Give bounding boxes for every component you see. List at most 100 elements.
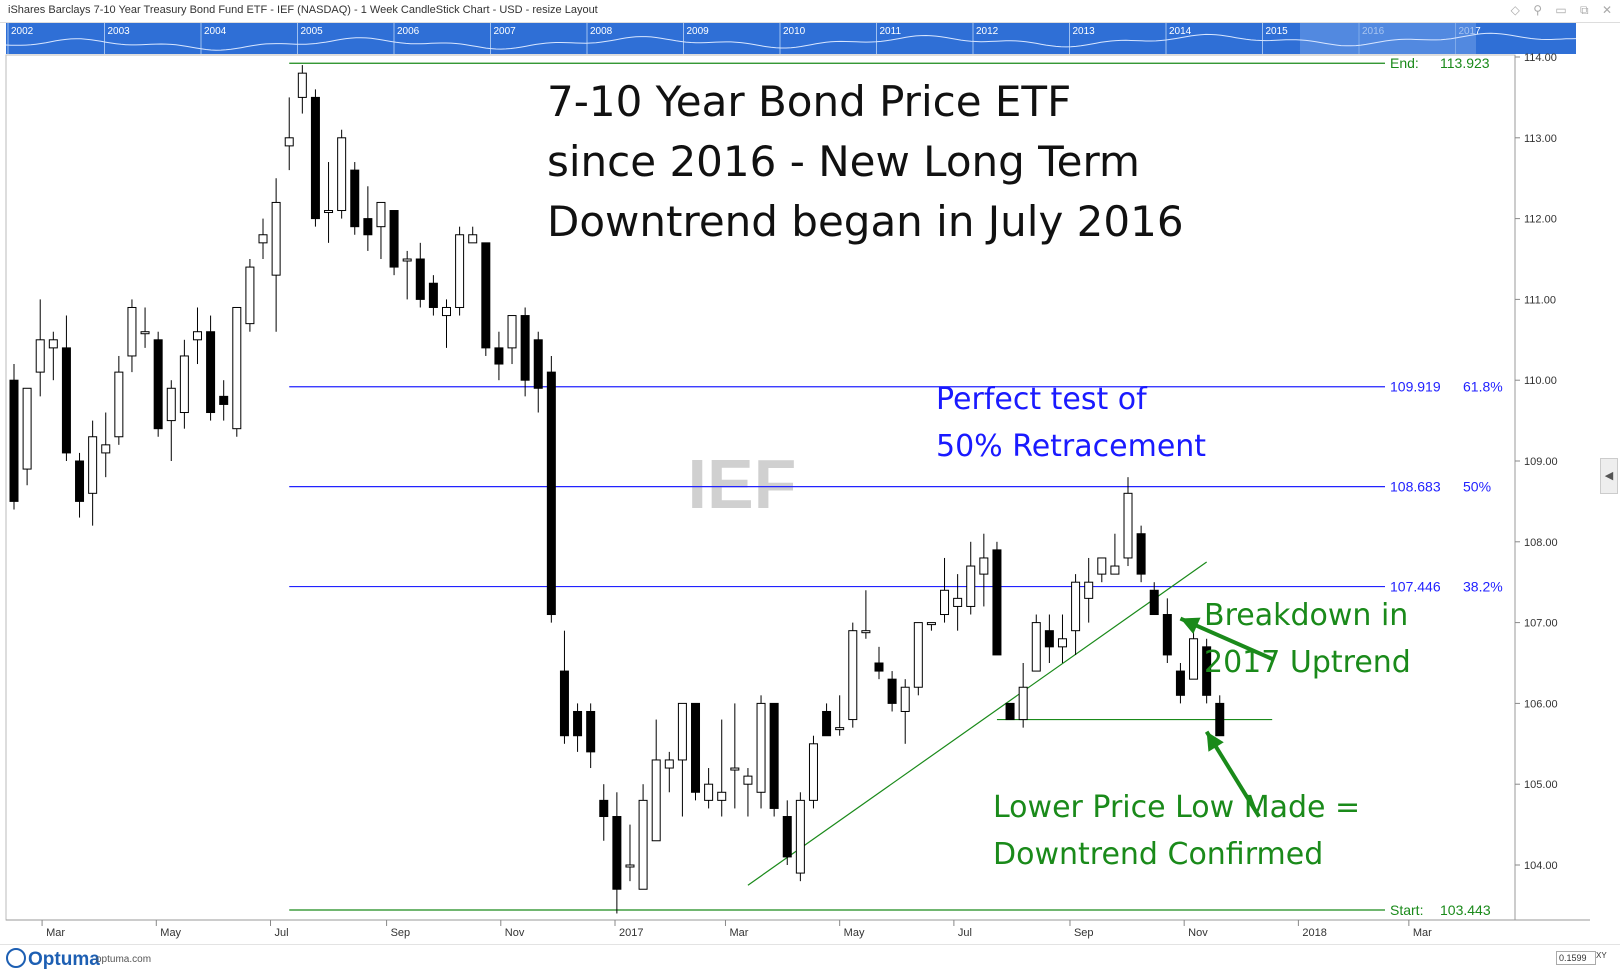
candle <box>284 97 294 171</box>
candle <box>350 162 360 235</box>
candle <box>887 671 897 712</box>
candle-body <box>75 460 85 502</box>
candle <box>88 420 98 526</box>
x-tick-label: May <box>844 927 865 939</box>
candle <box>638 784 648 890</box>
candle-body <box>691 702 701 793</box>
overview-navigator[interactable]: 2002 2003 2004 2005 2006 2007 2008 2009 2010 2011… <box>6 23 1576 54</box>
footer-bar: Optuma optuma.com 0.1599 XY <box>0 944 1620 973</box>
candle <box>861 590 871 639</box>
candlestick-chart[interactable]: IEF 104.00 105.00 106.00 107.00 108.00 109.00 1… <box>0 0 1620 944</box>
candle <box>874 646 884 680</box>
candle-body <box>245 266 255 325</box>
candle <box>691 702 701 801</box>
candle <box>586 703 596 769</box>
zoom-value-box[interactable]: 0.1599 <box>1556 951 1596 965</box>
x-tick-label: 2018 <box>1302 927 1326 939</box>
candle-body <box>61 347 71 454</box>
y-tick-label: 106.00 <box>1524 698 1558 710</box>
candle-body <box>808 743 818 801</box>
candle-body <box>22 387 32 470</box>
candle-body <box>101 444 111 454</box>
y-tick-label: 105.00 <box>1524 779 1558 791</box>
candle-body <box>1189 638 1199 680</box>
xy-toggle[interactable]: XY <box>1596 951 1607 960</box>
candle <box>782 800 792 865</box>
annotation-arrowhead <box>1206 731 1224 752</box>
candle-body <box>599 799 609 818</box>
candle <box>717 719 727 817</box>
uptrend-line <box>747 561 1207 886</box>
candle <box>559 630 569 744</box>
candle <box>913 622 923 696</box>
candle <box>1044 614 1054 663</box>
candle-body <box>271 201 281 276</box>
candle-body <box>35 339 45 373</box>
confirm-annotation-line: Lower Price Low Made = <box>993 790 1360 825</box>
candle <box>926 622 936 631</box>
overview-selection-window[interactable] <box>1300 23 1476 54</box>
candle <box>979 533 989 607</box>
restore-icon[interactable]: ⧉ <box>1580 3 1589 17</box>
candle-body <box>887 678 897 704</box>
candle-body <box>192 331 202 341</box>
candle <box>481 242 491 356</box>
candle-body <box>1097 557 1107 575</box>
candle <box>1110 533 1120 575</box>
candle <box>245 259 255 332</box>
pin-icon[interactable]: ⚲ <box>1533 3 1542 17</box>
candle-body <box>350 169 360 228</box>
end-level-prefix: End: <box>1390 55 1419 71</box>
candle-body <box>310 96 320 220</box>
candle <box>940 557 950 623</box>
candle <box>297 65 307 114</box>
close-icon[interactable]: ✕ <box>1601 3 1612 17</box>
optuma-logo-icon <box>6 948 26 968</box>
candle-body <box>232 306 242 430</box>
x-tick-label: Jul <box>275 927 289 939</box>
diamond-icon[interactable]: ◇ <box>1510 3 1520 17</box>
candle-body <box>428 282 438 308</box>
candle-body <box>455 234 465 308</box>
candle-body <box>966 565 976 607</box>
candle-body <box>481 242 491 349</box>
fib-level-value: 109.919 <box>1390 379 1441 395</box>
overview-year-label: 2011 <box>880 26 902 37</box>
start-level-value: 103.443 <box>1440 902 1491 918</box>
brand-url[interactable]: optuma.com <box>96 954 152 965</box>
candle <box>206 315 216 421</box>
x-tick-label: Nov <box>1188 927 1208 939</box>
candle <box>808 735 818 809</box>
candle-body <box>507 315 517 349</box>
candle <box>900 679 910 744</box>
candle <box>376 201 386 259</box>
candle <box>625 824 635 882</box>
candle-body <box>337 137 347 212</box>
minimize-icon[interactable]: ▭ <box>1555 3 1567 17</box>
x-tick-label: 2017 <box>619 927 643 939</box>
candle <box>192 307 202 365</box>
start-level-prefix: Start: <box>1390 902 1423 918</box>
candle-body <box>219 395 229 405</box>
candle <box>48 331 58 381</box>
candle <box>769 702 779 817</box>
candle-body <box>546 371 556 616</box>
candle-body <box>730 767 740 771</box>
candle <box>612 792 622 914</box>
candle <box>494 331 504 381</box>
candle-body <box>1031 622 1041 672</box>
candle-body <box>520 315 530 381</box>
y-tick-label: 104.00 <box>1524 860 1558 872</box>
candle <box>1071 574 1081 655</box>
overview-year-label: 2004 <box>204 26 227 37</box>
overview-year-label: 2003 <box>108 26 131 37</box>
candle <box>795 792 805 882</box>
fib-level-percent: 50% <box>1463 479 1491 495</box>
candle <box>1136 525 1146 583</box>
candle <box>1084 557 1094 623</box>
candle-body <box>795 799 805 874</box>
candle-body <box>1057 638 1067 648</box>
candle-body <box>559 670 569 737</box>
candle-body <box>1215 702 1225 737</box>
panel-toggle-chevron-left-icon[interactable]: ◀ <box>1600 458 1618 494</box>
